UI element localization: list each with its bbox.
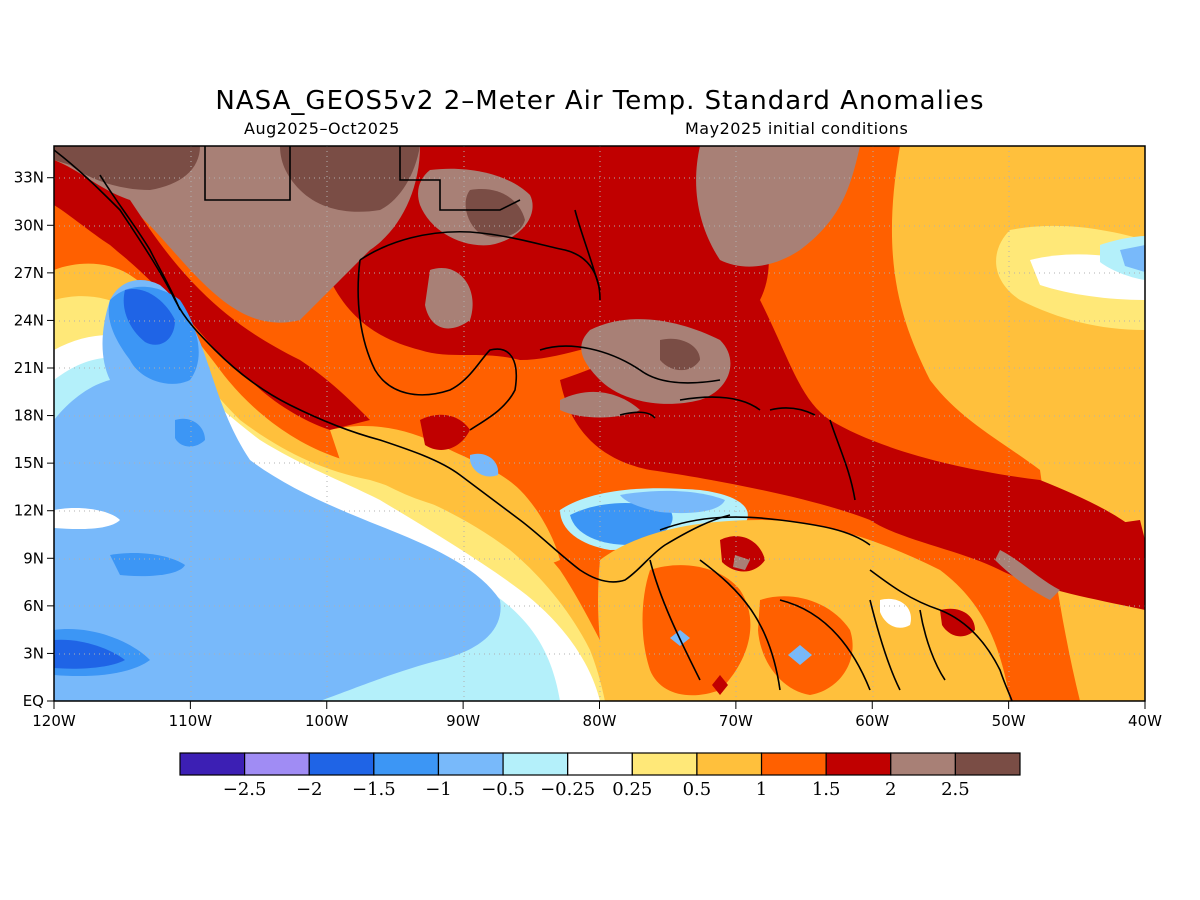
y-tick-label: 21N [14,359,44,377]
y-tick-label: 9N [23,549,44,567]
y-tick-label: 3N [23,644,44,662]
x-tick-label: 70W [719,712,753,730]
colorbar: −2.5 −2 −1.5 −1 −0.5 −0.25 0.25 0.5 1 1.5 2 2.5 [179,752,1021,800]
x-tick-label: 50W [992,712,1026,730]
x-tick-label: 120W [32,712,76,730]
colorbar-swatch [954,752,1021,776]
colorbar-label: −2.5 [223,779,267,800]
colorbar-label: 2.5 [941,779,970,800]
map-title: NASA_GEOS5v2 2–Meter Air Temp. Standard … [215,86,985,116]
y-axis: EQ 3N 6N 9N 12N 15N 18N 21N 24N 27N 30N 33N [14,169,54,710]
colorbar-swatch [244,752,310,776]
subtitle-period: Aug2025–Oct2025 [244,119,400,138]
y-tick-label: 24N [14,311,44,329]
colorbar-swatch [308,752,375,776]
x-tick-label: 80W [583,712,617,730]
colorbar-label: −1.5 [352,779,396,800]
colorbar-label: 0.5 [683,779,712,800]
x-tick-label: 60W [855,712,889,730]
colorbar-label: −2 [296,779,323,800]
colorbar-label: 2 [885,779,896,800]
colorbar-swatch [890,752,956,776]
x-tick-label: 110W [169,712,213,730]
subtitle-initial-conditions: May2025 initial conditions [685,119,909,138]
y-tick-label: 27N [14,264,44,282]
colorbar-label: 1 [756,779,767,800]
colorbar-label: −0.25 [540,779,595,800]
x-tick-label: 40W [1128,712,1162,730]
x-tick-label: 90W [446,712,480,730]
colorbar-swatch [179,752,246,776]
x-tick-label: 100W [305,712,349,730]
y-tick-label: 18N [14,407,44,425]
colorbar-label: 0.25 [612,779,652,800]
y-tick-label: EQ [23,692,44,710]
gridlines [54,146,1145,701]
colorbar-swatch [760,752,827,776]
y-tick-label: 33N [14,169,44,187]
colorbar-label: 1.5 [812,779,841,800]
colorbar-swatch [502,752,569,776]
colorbar-swatch [825,752,892,776]
y-tick-label: 6N [23,597,44,615]
anomaly-field [54,146,1145,701]
y-tick-label: 15N [14,454,44,472]
colorbar-swatch [567,752,633,776]
coastlines [54,146,1013,701]
colorbar-swatch [437,752,504,776]
colorbar-swatch [631,752,698,776]
x-axis: 120W 110W 100W 90W 80W 70W 60W 50W 40W [32,701,1162,730]
colorbar-label: −0.5 [481,779,525,800]
colorbar-swatch [696,752,763,776]
y-tick-label: 30N [14,216,44,234]
colorbar-swatch [373,752,440,776]
colorbar-label: −1 [425,779,452,800]
y-tick-label: 12N [14,502,44,520]
